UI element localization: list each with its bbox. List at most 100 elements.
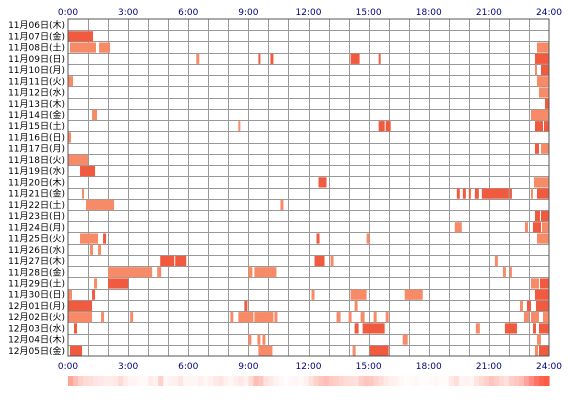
density-strip-cell bbox=[378, 376, 385, 386]
activity-bar bbox=[530, 312, 539, 323]
activity-bar bbox=[543, 121, 549, 132]
density-strip-cell bbox=[273, 376, 280, 386]
activity-bar bbox=[404, 289, 423, 300]
density-strip-cell bbox=[323, 376, 330, 386]
activity-bar bbox=[540, 143, 549, 154]
bottom-x-tick-labels: 0:00 3:00 6:00 9:00 12:00 15:00 18:00 21:00 24:0… bbox=[58, 362, 562, 372]
density-strip-cell bbox=[473, 376, 480, 386]
density-strip-cell bbox=[463, 376, 470, 386]
activity-bar bbox=[280, 199, 284, 210]
activity-bar bbox=[530, 278, 539, 289]
activity-bar bbox=[530, 188, 533, 199]
activity-bar bbox=[108, 267, 153, 278]
density-strip-cell bbox=[318, 376, 325, 386]
activity-bar bbox=[509, 188, 512, 199]
activity-bar bbox=[90, 244, 94, 255]
activity-bar bbox=[373, 312, 377, 323]
density-strip-cell bbox=[288, 376, 295, 386]
activity-bar bbox=[175, 255, 187, 267]
activity-bar bbox=[533, 177, 549, 188]
x-tick-label-bottom: 12:00 bbox=[296, 362, 322, 372]
density-strip-cell bbox=[248, 376, 254, 386]
density-strip-cell bbox=[458, 376, 465, 386]
activity-bar bbox=[502, 267, 506, 278]
activity-bar bbox=[68, 312, 93, 323]
activity-bar bbox=[157, 267, 162, 278]
density-strip-cell bbox=[188, 376, 194, 386]
activity-bar bbox=[352, 345, 356, 356]
row-date-label: 11月21日(金) bbox=[8, 188, 65, 200]
density-strip-cell bbox=[543, 376, 550, 386]
activity-bar bbox=[536, 76, 549, 87]
activity-bar bbox=[160, 255, 175, 267]
row-date-label: 11月12日(水) bbox=[8, 87, 65, 99]
activity-bar bbox=[99, 42, 111, 53]
x-tick-label-bottom: 15:00 bbox=[356, 362, 382, 372]
activity-bar bbox=[68, 289, 73, 300]
density-strip-cell bbox=[68, 376, 74, 386]
x-tick-label-bottom: 0:00 bbox=[58, 362, 78, 372]
activity-bar bbox=[94, 278, 98, 289]
row-date-label: 11月27日(木) bbox=[8, 255, 65, 267]
activity-bar bbox=[196, 53, 200, 64]
row-date-label: 11月19日(水) bbox=[8, 165, 65, 177]
top-x-tick-labels: 0:00 3:00 6:00 9:00 12:00 15:00 18:00 21:00 24:0… bbox=[58, 8, 562, 18]
density-strip-cell bbox=[308, 376, 315, 386]
density-strip-cell bbox=[293, 376, 300, 386]
density-strip-cell bbox=[363, 376, 370, 386]
density-strip-cell bbox=[108, 376, 114, 386]
activity-bar bbox=[534, 143, 539, 154]
row-date-label: 12月03日(水) bbox=[8, 322, 65, 334]
density-strip-cell bbox=[158, 376, 164, 386]
density-strip-cell bbox=[488, 376, 495, 386]
activity-bar bbox=[534, 64, 537, 76]
row-date-label: 11月23日(日) bbox=[8, 211, 65, 222]
activity-bar bbox=[536, 233, 549, 244]
row-date-label: 11月25日(火) bbox=[8, 234, 65, 245]
density-strip-cell bbox=[398, 376, 405, 386]
row-date-label: 11月17日(月) bbox=[8, 144, 65, 155]
activity-bar bbox=[536, 42, 549, 53]
activity-bar bbox=[526, 300, 531, 312]
row-date-label: 12月02日(火) bbox=[8, 312, 65, 323]
density-strip-cell bbox=[423, 376, 430, 386]
density-strip-cell bbox=[433, 376, 440, 386]
activity-bar bbox=[540, 210, 549, 222]
activity-bar bbox=[474, 188, 479, 199]
density-strip-cell bbox=[358, 376, 365, 386]
density-strip-cell bbox=[533, 376, 540, 386]
density-strip bbox=[68, 376, 550, 386]
activity-bar bbox=[539, 278, 549, 289]
density-strip-cell bbox=[283, 376, 290, 386]
activity-bar bbox=[80, 233, 99, 244]
activity-bar bbox=[130, 312, 134, 323]
activity-bar bbox=[350, 53, 360, 64]
density-strip-cell bbox=[223, 376, 229, 386]
density-strip-cell bbox=[153, 376, 159, 386]
row-date-labels: 11月06日(木)11月07日(金)11月08日(土)11月09日(日)11月1… bbox=[8, 19, 65, 357]
density-strip-cell bbox=[448, 376, 455, 386]
activity-bar bbox=[534, 289, 549, 300]
activity-bar bbox=[350, 289, 367, 300]
density-strip-cell bbox=[78, 376, 84, 386]
density-strip-cell bbox=[413, 376, 420, 386]
density-strip-cell bbox=[133, 376, 139, 386]
x-tick-label-top: 21:00 bbox=[476, 8, 502, 18]
density-strip-cell bbox=[218, 376, 224, 386]
density-strip-cell bbox=[388, 376, 395, 386]
activity-bar bbox=[258, 345, 273, 356]
activity-bar bbox=[504, 323, 517, 334]
activity-bar bbox=[538, 345, 549, 356]
density-strip-cell bbox=[263, 376, 270, 386]
activity-bar bbox=[509, 267, 512, 278]
activity-bar bbox=[468, 188, 471, 199]
density-strip-cell bbox=[353, 376, 360, 386]
activity-bar bbox=[369, 345, 389, 356]
activity-bar bbox=[530, 109, 549, 121]
activity-bar bbox=[378, 53, 381, 64]
density-strip-cell bbox=[468, 376, 475, 386]
density-strip-cell bbox=[518, 376, 525, 386]
density-strip-cell bbox=[123, 376, 129, 386]
x-tick-label-top: 6:00 bbox=[178, 8, 198, 18]
activity-bar bbox=[248, 334, 252, 345]
